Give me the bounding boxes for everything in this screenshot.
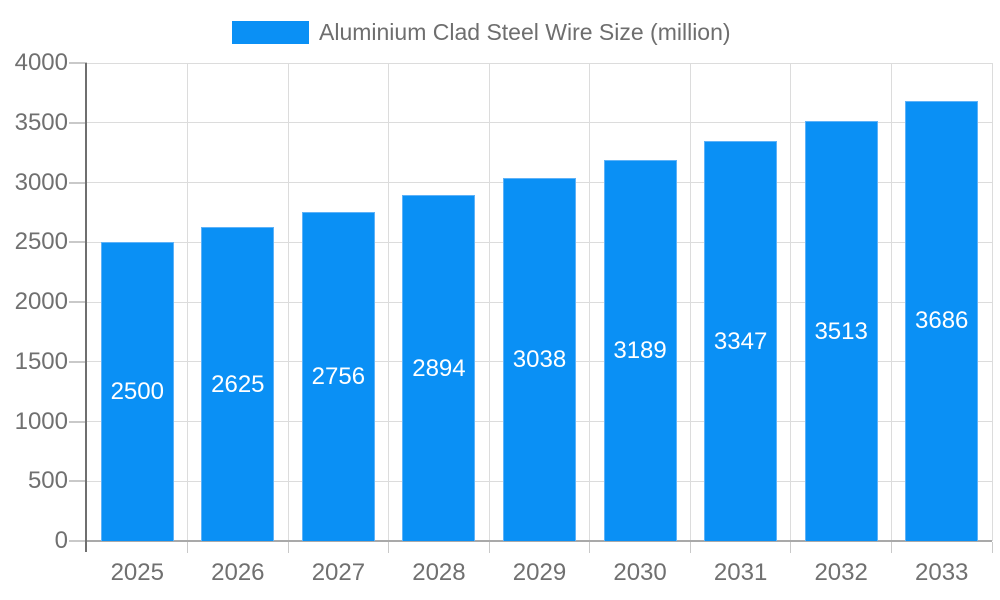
y-axis-tick-label: 3000 — [14, 168, 68, 196]
x-gridline — [991, 63, 993, 541]
bar[interactable]: 2756 — [301, 211, 375, 541]
x-axis-tick — [187, 542, 189, 553]
x-gridline — [388, 63, 390, 541]
y-gridline — [87, 62, 992, 64]
bar-value-label: 3038 — [512, 345, 567, 373]
x-axis-line — [87, 540, 992, 542]
bar-value-label: 3513 — [814, 317, 868, 345]
x-axis-tick — [287, 542, 289, 553]
x-gridline — [488, 63, 490, 541]
y-axis-tick-label: 1500 — [14, 347, 68, 375]
y-axis-tick-label: 2500 — [14, 228, 68, 256]
y-axis-tick — [69, 420, 87, 423]
bar-value-label: 2756 — [311, 362, 366, 390]
y-axis-tick-label: 4000 — [14, 49, 68, 76]
y-gridline — [87, 122, 992, 124]
y-axis-tick — [69, 480, 87, 483]
x-axis-tick-label: 2031 — [713, 559, 768, 586]
bar[interactable]: 2625 — [201, 227, 275, 541]
x-gridline — [187, 63, 189, 541]
y-axis-tick — [69, 241, 87, 244]
x-axis-tick-label: 2030 — [613, 559, 667, 586]
y-axis-line — [85, 63, 87, 552]
bar-value-label: 2625 — [211, 370, 265, 398]
y-axis-tick-label: 0 — [54, 527, 68, 554]
bar[interactable]: 3513 — [804, 121, 878, 541]
x-axis-tick — [589, 542, 591, 553]
y-axis-tick — [69, 181, 87, 184]
bar[interactable]: 2894 — [402, 195, 476, 541]
x-axis-tick-label: 2027 — [311, 559, 366, 586]
x-axis-tick — [689, 542, 691, 553]
x-axis-tick — [890, 542, 892, 553]
bar-value-label: 3189 — [613, 336, 667, 364]
bar[interactable]: 3347 — [704, 141, 778, 541]
x-axis-tick-label: 2033 — [915, 559, 969, 586]
x-axis-tick-label: 2032 — [814, 559, 868, 586]
x-gridline — [287, 63, 289, 541]
x-axis-tick — [790, 542, 792, 553]
x-axis-tick-label: 2029 — [512, 559, 567, 586]
x-axis-tick — [388, 542, 390, 553]
bar-value-label: 2500 — [110, 378, 164, 406]
y-axis-tick-label: 3500 — [14, 108, 68, 136]
y-axis-tick — [69, 62, 87, 64]
legend-label: Aluminium Clad Steel Wire Size (million) — [319, 19, 731, 45]
bar[interactable]: 3189 — [603, 159, 677, 541]
y-axis-tick — [69, 540, 87, 542]
x-gridline — [790, 63, 792, 541]
y-axis-tick — [69, 301, 87, 303]
x-axis-tick — [488, 542, 490, 553]
x-gridline — [589, 63, 591, 541]
bar[interactable]: 3686 — [905, 100, 979, 541]
y-axis-tick-label: 2000 — [14, 288, 68, 315]
x-axis-tick-label: 2028 — [412, 559, 466, 586]
bar[interactable]: 3038 — [503, 177, 576, 541]
x-gridline — [890, 63, 892, 541]
bar-value-label: 3686 — [915, 307, 969, 335]
x-axis-tick-label: 2026 — [211, 559, 265, 586]
y-axis-tick — [69, 360, 87, 363]
bar[interactable]: 2500 — [100, 242, 174, 541]
y-axis-tick — [69, 121, 87, 124]
x-gridline — [689, 63, 691, 541]
bar-value-label: 2894 — [412, 354, 466, 382]
bar-value-label: 3347 — [713, 327, 768, 355]
legend-swatch[interactable] — [232, 21, 309, 44]
y-axis-tick-label: 500 — [27, 467, 68, 495]
y-axis-tick-label: 1000 — [14, 407, 68, 435]
x-axis-tick — [991, 542, 993, 553]
chart-legend[interactable]: Aluminium Clad Steel Wire Size (million) — [232, 19, 731, 46]
x-axis-tick-label: 2025 — [110, 559, 164, 586]
